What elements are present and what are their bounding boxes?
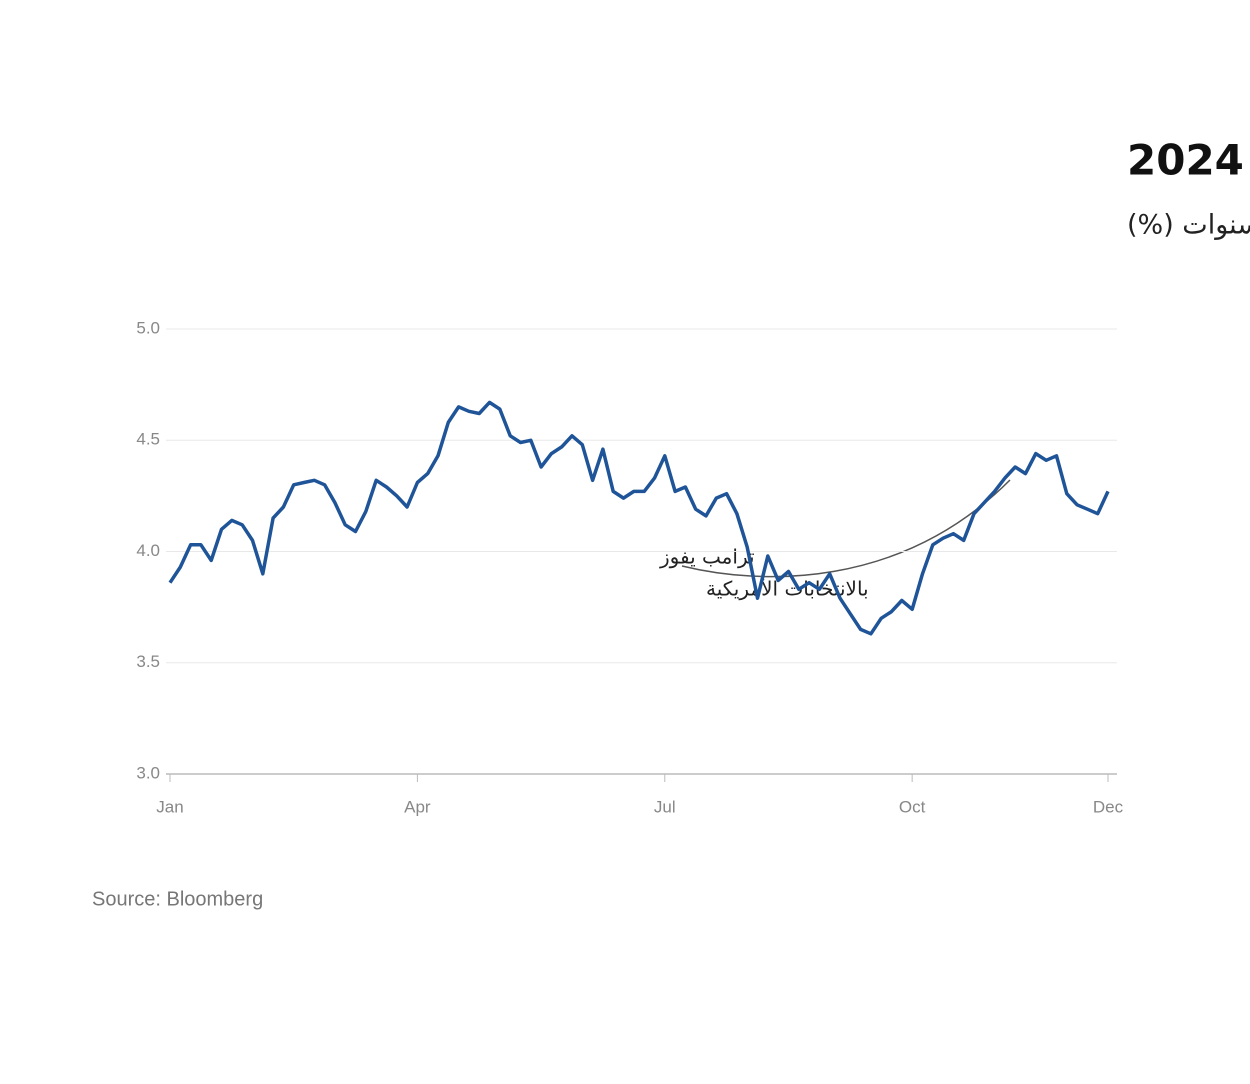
y-tick-label: 4.0 (136, 541, 160, 560)
x-tick-label: Jan (156, 797, 183, 816)
x-tick-label: Oct (899, 797, 926, 816)
chart-subtitle: العائد على سندات الخزانة الأمريكية لمدة … (1127, 207, 1250, 241)
annotation-connector (681, 479, 1011, 578)
x-tick-label: Apr (404, 797, 431, 816)
y-tick-label: 5.0 (136, 318, 160, 337)
source: Source: Bloomberg (92, 888, 263, 910)
y-tick-label: 3.5 (136, 652, 160, 671)
x-tick-label: Jul (654, 797, 676, 816)
y-tick-label: 3.0 (136, 763, 160, 782)
y-tick-label: 4.5 (136, 430, 160, 449)
data-line (168, 400, 1110, 636)
chart-title: سندات الخزانة الأمريكية في عام 2024 (1127, 135, 1250, 186)
annotation-text: بالانتخابات الأمريكية (706, 577, 869, 601)
annotation-text: ترامب يفوز (659, 545, 755, 569)
x-tick-label: Dec (1093, 797, 1124, 816)
